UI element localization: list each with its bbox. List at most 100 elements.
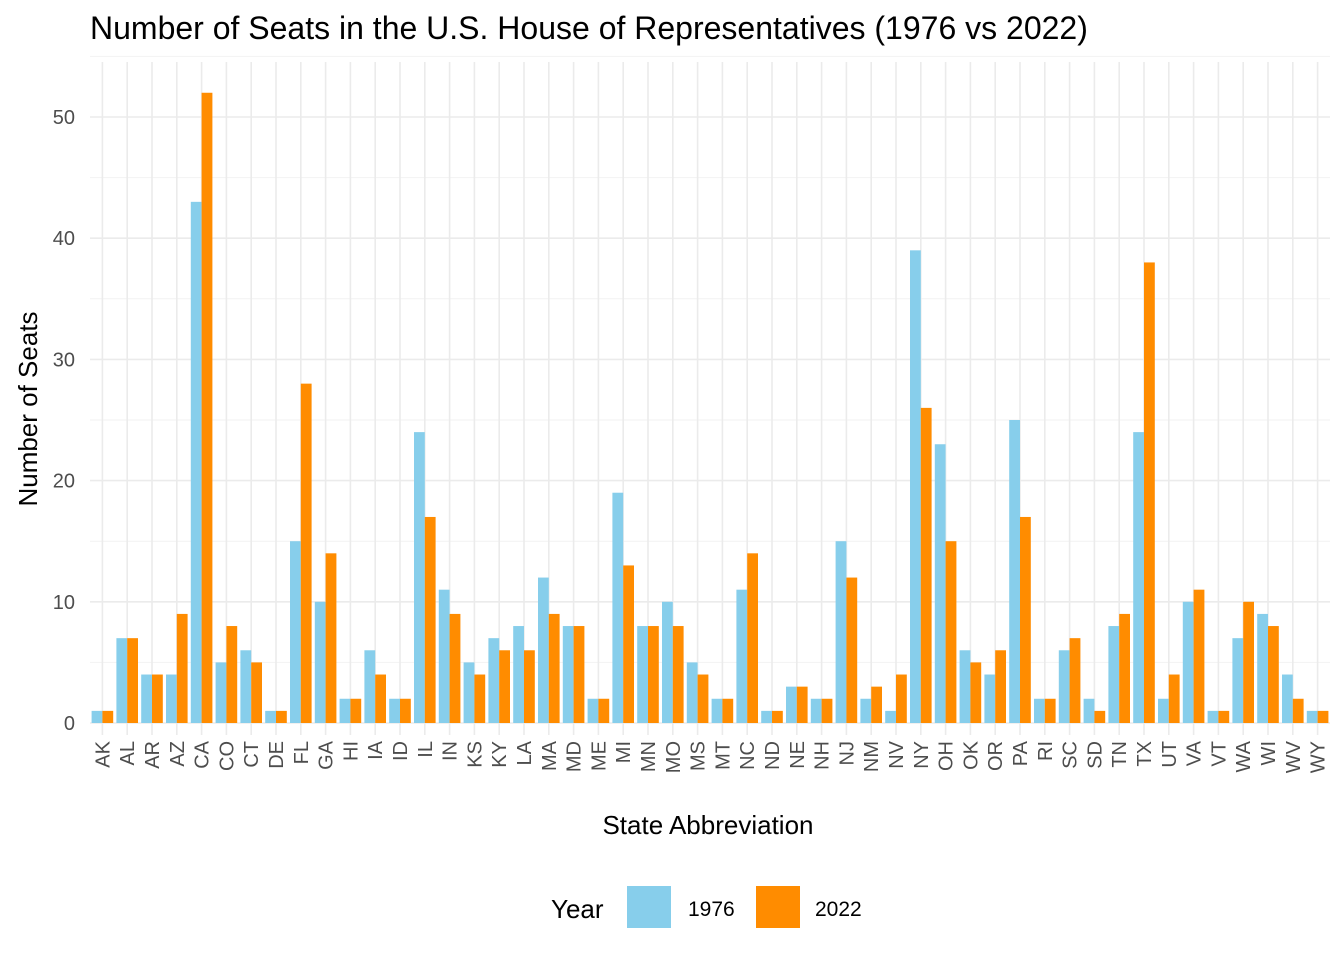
legend-label-2022: 2022: [815, 898, 862, 921]
x-tick-label: ME: [588, 741, 610, 771]
x-tick-label: WY: [1308, 741, 1330, 773]
bar-KY-2022: [499, 650, 510, 723]
x-tick-label: IL: [415, 741, 437, 758]
y-tick-label: 20: [53, 471, 75, 493]
bar-AL-1976: [116, 638, 128, 723]
x-tick-label: TN: [1109, 741, 1131, 768]
bar-UT-1976: [1158, 698, 1169, 723]
legend-key-1976: [627, 886, 671, 928]
y-tick-label: 40: [53, 228, 75, 250]
bars: [91, 92, 1329, 724]
bar-MO-2022: [672, 626, 684, 723]
bar-SD-2022: [1094, 710, 1106, 723]
x-tick-label: WV: [1283, 740, 1305, 773]
x-tick-label: KY: [489, 741, 511, 768]
bar-KS-2022: [474, 674, 486, 723]
bar-ND-1976: [761, 710, 772, 723]
bar-ME-1976: [587, 698, 599, 723]
x-tick-label: MS: [688, 741, 710, 771]
x-tick-label: NE: [787, 741, 809, 769]
bar-MA-2022: [548, 613, 560, 723]
y-tick-labels: 0 10 20 30 40 50: [53, 107, 75, 735]
x-tick-label: GA: [316, 740, 338, 770]
bar-NC-2022: [747, 553, 758, 723]
bar-OH-2022: [945, 541, 957, 723]
bar-TX-2022: [1144, 262, 1155, 723]
bar-DE-2022: [276, 710, 287, 723]
bar-FL-1976: [290, 541, 301, 723]
bar-IN-2022: [449, 613, 461, 723]
bar-GA-2022: [325, 553, 337, 723]
bar-WV-1976: [1282, 674, 1293, 723]
x-tick-label: NJ: [836, 741, 858, 765]
x-tick-label: ND: [762, 741, 784, 770]
x-tick-label: IA: [365, 740, 387, 760]
x-tick-label: AZ: [167, 741, 189, 767]
bar-OK-2022: [970, 662, 982, 723]
bar-RI-1976: [1034, 698, 1045, 723]
x-tick-label: OH: [936, 741, 958, 771]
bar-CO-1976: [215, 662, 227, 723]
bar-UT-2022: [1168, 674, 1180, 723]
y-tick-label: 0: [64, 713, 75, 735]
x-tick-label: PA: [1010, 740, 1032, 766]
bar-CT-1976: [240, 650, 252, 723]
bar-MT-1976: [711, 698, 723, 723]
x-tick-label: CO: [216, 741, 238, 771]
x-axis-title: State Abbreviation: [602, 810, 813, 840]
x-tick-label: RI: [1035, 741, 1057, 761]
bar-VA-2022: [1193, 589, 1205, 723]
x-tick-label: MO: [663, 741, 685, 773]
bar-VA-1976: [1182, 601, 1194, 723]
bar-WI-2022: [1268, 626, 1279, 723]
bar-ME-2022: [598, 698, 610, 723]
bar-AZ-1976: [166, 674, 177, 723]
legend-key-2022: [756, 886, 800, 928]
bar-AR-2022: [152, 674, 163, 723]
bar-CA-1976: [190, 201, 202, 724]
x-tick-label: AK: [92, 740, 114, 767]
x-tick-label: MI: [613, 741, 635, 763]
x-tick-label: WI: [1258, 741, 1280, 765]
bar-NJ-1976: [835, 541, 847, 723]
bar-NE-2022: [796, 686, 808, 723]
bar-MD-2022: [573, 626, 585, 723]
bar-SC-1976: [1058, 650, 1070, 723]
x-tick-label: UT: [1159, 741, 1181, 768]
bar-SC-2022: [1069, 638, 1081, 723]
bar-TN-2022: [1119, 613, 1130, 723]
bar-NV-2022: [896, 674, 907, 723]
x-tick-label: KS: [464, 741, 486, 768]
bar-WV-2022: [1292, 698, 1304, 723]
bar-OH-1976: [934, 444, 946, 723]
y-tick-label: 30: [53, 349, 75, 371]
bar-GA-1976: [314, 601, 326, 723]
x-tick-label: OR: [985, 741, 1007, 771]
legend-label-1976: 1976: [688, 898, 735, 921]
bar-WY-1976: [1306, 710, 1318, 723]
x-tick-label: WA: [1233, 740, 1255, 772]
y-axis-title: Number of Seats: [13, 311, 43, 506]
bar-MI-2022: [623, 565, 634, 723]
x-tick-label: OK: [960, 740, 982, 770]
bar-TX-1976: [1133, 432, 1144, 723]
bar-IN-1976: [438, 589, 450, 723]
bar-NY-1976: [910, 250, 921, 723]
bar-VT-2022: [1218, 710, 1230, 723]
bar-WA-1976: [1232, 638, 1244, 723]
bar-OR-1976: [984, 674, 996, 723]
bar-MN-1976: [637, 626, 648, 723]
bar-ID-1976: [389, 698, 400, 723]
bar-PA-2022: [1020, 516, 1031, 723]
x-tick-label: MA: [539, 740, 561, 771]
x-tick-label: SC: [1060, 741, 1082, 769]
bar-RI-2022: [1044, 698, 1056, 723]
bar-MS-2022: [697, 674, 709, 723]
bar-MS-1976: [686, 662, 698, 723]
bar-WI-1976: [1257, 613, 1268, 723]
bar-KS-1976: [463, 662, 475, 723]
bar-LA-1976: [513, 626, 524, 723]
bar-HI-1976: [339, 698, 351, 723]
x-tick-label: MT: [712, 741, 734, 770]
bar-WY-2022: [1317, 710, 1329, 723]
